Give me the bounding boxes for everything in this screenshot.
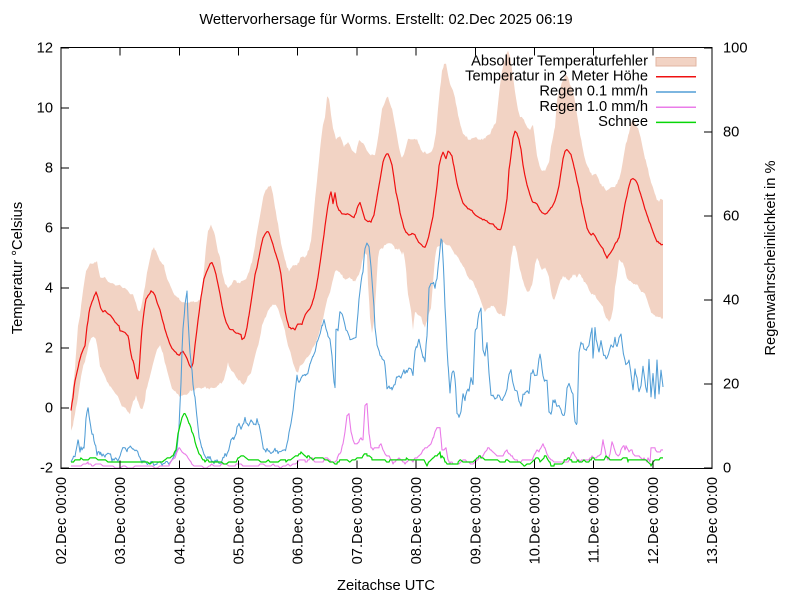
svg-text:Temperatur in 2 Meter Höhe: Temperatur in 2 Meter Höhe (465, 69, 648, 85)
svg-text:03.Dec 00:00: 03.Dec 00:00 (113, 477, 129, 564)
svg-text:100: 100 (723, 41, 748, 57)
svg-text:40: 40 (723, 293, 739, 309)
svg-text:Wettervorhersage für Worms. Er: Wettervorhersage für Worms. Erstellt: 02… (199, 12, 572, 28)
svg-text:0: 0 (45, 401, 53, 417)
svg-text:60: 60 (723, 209, 739, 225)
svg-text:80: 80 (723, 125, 739, 141)
svg-text:02.Dec 00:00: 02.Dec 00:00 (54, 477, 70, 564)
svg-text:20: 20 (723, 377, 739, 393)
svg-text:11.Dec 00:00: 11.Dec 00:00 (587, 477, 603, 563)
svg-text:Absoluter Temperaturfehler: Absoluter Temperaturfehler (471, 53, 648, 69)
svg-text:Temperatur °Celsius: Temperatur °Celsius (10, 202, 26, 334)
svg-text:2: 2 (45, 341, 53, 357)
svg-text:6: 6 (45, 221, 53, 237)
svg-text:10: 10 (37, 101, 53, 117)
svg-text:Regen 1.0 mm/h: Regen 1.0 mm/h (539, 99, 648, 115)
svg-text:09.Dec 00:00: 09.Dec 00:00 (468, 477, 484, 564)
svg-text:04.Dec 00:00: 04.Dec 00:00 (172, 477, 188, 564)
svg-text:8: 8 (45, 161, 53, 177)
svg-text:05.Dec 00:00: 05.Dec 00:00 (232, 477, 248, 564)
svg-text:07.Dec 00:00: 07.Dec 00:00 (350, 477, 366, 564)
svg-text:13.Dec 00:00: 13.Dec 00:00 (705, 477, 721, 564)
svg-text:Zeitachse UTC: Zeitachse UTC (337, 578, 435, 594)
svg-text:12.Dec 00:00: 12.Dec 00:00 (646, 477, 662, 564)
svg-text:0: 0 (723, 461, 731, 477)
svg-text:Schnee: Schnee (598, 114, 648, 130)
svg-text:4: 4 (45, 281, 53, 297)
svg-text:06.Dec 00:00: 06.Dec 00:00 (291, 477, 307, 564)
svg-text:-2: -2 (40, 461, 53, 477)
svg-text:Regen 0.1 mm/h: Regen 0.1 mm/h (539, 84, 648, 100)
svg-text:10.Dec 00:00: 10.Dec 00:00 (528, 477, 544, 564)
svg-text:Regenwahrscheinlichkeit in %: Regenwahrscheinlichkeit in % (763, 160, 779, 355)
svg-text:08.Dec 00:00: 08.Dec 00:00 (409, 477, 425, 564)
svg-text:12: 12 (37, 41, 53, 57)
